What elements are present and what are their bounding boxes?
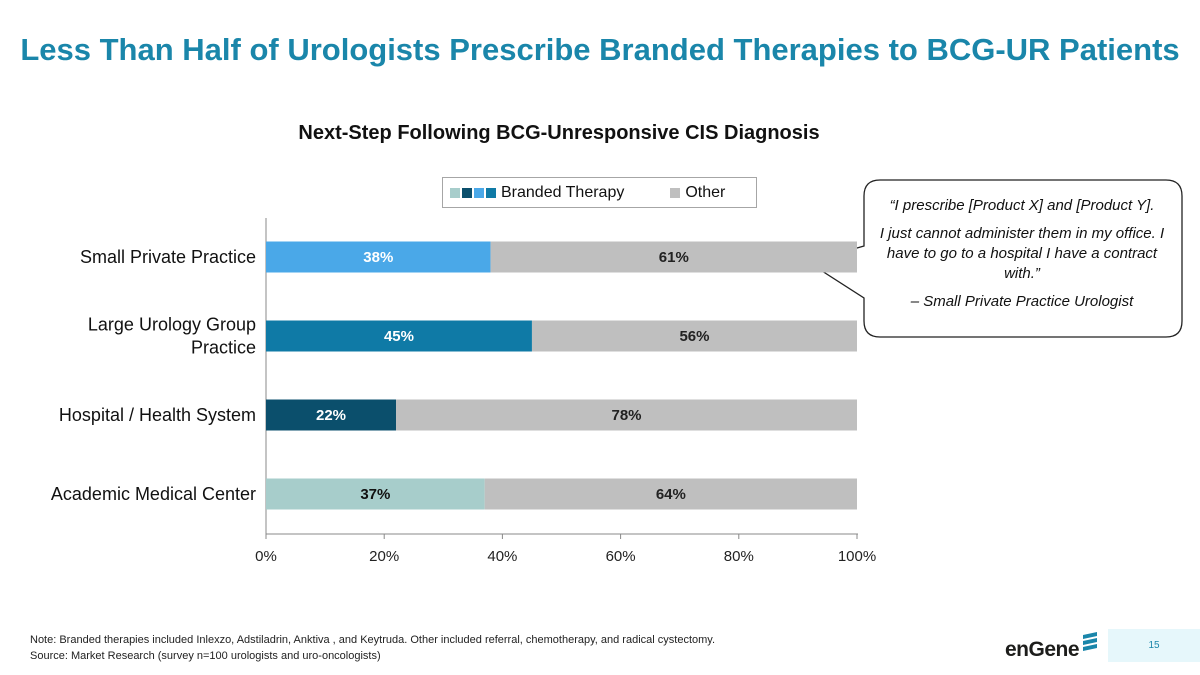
footnote: Note: Branded therapies included Inlexzo… — [30, 632, 715, 664]
quote-callout: “I prescribe [Product X] and [Product Y]… — [872, 196, 1172, 320]
bar-branded — [266, 399, 397, 431]
legend-label-other: Other — [685, 183, 726, 201]
category-label: Large Urology Group — [88, 315, 256, 335]
bar-label-branded: 45% — [384, 328, 414, 345]
x-tick-label: 100% — [838, 548, 876, 565]
x-tick-label: 40% — [487, 548, 517, 565]
bar-label-other: 78% — [611, 407, 641, 424]
quote-attribution: – Small Private Practice Urologist — [910, 293, 1134, 310]
legend-swatch-other — [670, 187, 681, 198]
footnote-source: Source: Market Research (survey n=100 ur… — [30, 650, 381, 662]
bar-other — [484, 478, 857, 510]
slide-title: Less Than Half of Urologists Prescribe B… — [20, 32, 1180, 67]
logo-stripes-icon — [1083, 632, 1097, 651]
legend-swatch-small-private — [474, 187, 484, 198]
bar-label-branded: 37% — [360, 486, 390, 503]
chart-legend: Branded Therapy Other — [442, 177, 757, 208]
x-tick-label: 0% — [255, 548, 277, 565]
bar-label-other: 64% — [656, 486, 686, 503]
legend-swatch-large-group — [486, 187, 496, 198]
logo-text: enGene — [1005, 638, 1080, 661]
bar-label-branded: 38% — [363, 249, 393, 266]
bar-other — [490, 241, 857, 273]
bar-label-branded: 22% — [316, 407, 346, 424]
quote-bubble — [806, 179, 1183, 338]
category-label: Academic Medical Center — [51, 484, 256, 504]
legend-swatch-hospital — [462, 187, 472, 198]
bar-other — [531, 320, 857, 352]
x-tick-label: 60% — [606, 548, 636, 565]
bar-label-other: 61% — [659, 249, 689, 266]
category-label: Hospital / Health System — [59, 405, 256, 425]
quote-line-1: “I prescribe [Product X] and [Product Y]… — [889, 197, 1155, 214]
engene-logo: enGene — [1005, 632, 1105, 662]
bar-other — [396, 399, 857, 431]
x-tick-label: 20% — [369, 548, 399, 565]
chart-title: Next-Step Following BCG-Unresponsive CIS… — [298, 122, 820, 144]
quote-line-2: I just cannot administer them in my offi… — [879, 225, 1165, 282]
bar-branded — [266, 241, 491, 273]
footnote-note: Note: Branded therapies included Inlexzo… — [30, 634, 716, 646]
bar-label-other: 56% — [679, 328, 709, 345]
bar-branded — [266, 320, 532, 352]
branded-legend-swatches — [450, 187, 496, 198]
bar-branded — [266, 478, 485, 510]
category-label: Practice — [191, 338, 256, 358]
x-tick-label: 80% — [724, 548, 754, 565]
category-label: Small Private Practice — [80, 247, 256, 267]
page-number: 15 — [1108, 629, 1200, 662]
legend-label-branded: Branded Therapy — [501, 183, 625, 201]
legend-swatch-academic — [450, 187, 460, 198]
